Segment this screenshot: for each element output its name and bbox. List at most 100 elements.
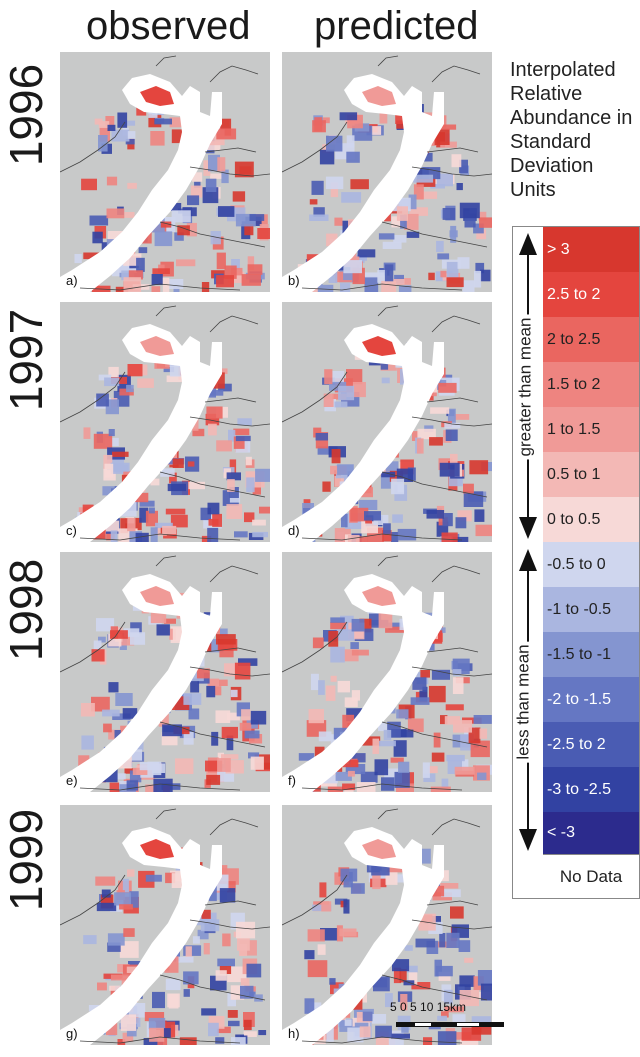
abundance-cell [187, 461, 195, 467]
abundance-cell [439, 462, 460, 477]
abundance-cell [169, 117, 182, 128]
abundance-cell [126, 780, 138, 791]
abundance-cell [101, 520, 120, 532]
abundance-cell [365, 272, 385, 278]
abundance-cell [207, 527, 219, 542]
abundance-cell [343, 260, 362, 274]
abundance-cell [392, 514, 403, 523]
abundance-cell [391, 532, 399, 542]
abundance-cell [240, 985, 254, 999]
abundance-cell [227, 966, 247, 983]
legend-swatch-label: 2 to 2.5 [547, 331, 601, 348]
abundance-cell [130, 632, 146, 645]
abundance-cell [217, 958, 235, 967]
abundance-cell [165, 978, 181, 991]
abundance-cell [112, 451, 129, 457]
scale-segment [396, 1022, 414, 1027]
abundance-cell [415, 938, 436, 948]
abundance-cell [439, 124, 457, 130]
scale-segment [432, 1022, 456, 1027]
abundance-cell [459, 975, 475, 987]
inner-shore-cell [362, 336, 396, 356]
abundance-cell [234, 531, 248, 538]
river-line [79, 283, 241, 291]
abundance-cell [337, 680, 350, 693]
abundance-cell [98, 121, 110, 128]
legend-swatch-label: 0 to 0.5 [547, 511, 601, 528]
abundance-cell [469, 460, 489, 475]
abundance-cell [127, 131, 136, 139]
abundance-cell [359, 499, 378, 510]
abundance-cell [384, 264, 394, 282]
abundance-cell [137, 378, 154, 388]
abundance-cell [398, 761, 410, 773]
inner-shore-cell [362, 86, 396, 106]
abundance-cell [241, 274, 261, 286]
abundance-cell [249, 214, 265, 221]
river-line [79, 533, 241, 541]
abundance-cell [317, 284, 334, 292]
year-label-1997: 1997 [0, 308, 52, 412]
abundance-cell [218, 206, 235, 217]
abundance-cell [450, 225, 457, 243]
abundance-cell [221, 726, 238, 739]
abundance-cell [357, 249, 376, 258]
abundance-cell [340, 868, 358, 882]
abundance-cell [122, 1032, 134, 1042]
abundance-cell [304, 950, 315, 960]
abundance-cell [210, 231, 221, 245]
abundance-cell [229, 487, 239, 498]
abundance-cell [190, 185, 203, 198]
abundance-cell [207, 502, 220, 515]
abundance-cell [129, 770, 142, 783]
abundance-cell [194, 181, 201, 188]
abundance-cell [257, 228, 270, 239]
abundance-cell [154, 527, 167, 536]
abundance-cell [226, 735, 234, 751]
abundance-cell [217, 639, 238, 651]
inner-shore-cell [140, 586, 174, 606]
abundance-cell [342, 783, 356, 791]
abundance-cell [468, 727, 481, 744]
abundance-cell [106, 208, 125, 219]
abundance-cell [183, 945, 202, 956]
abundance-cell [83, 252, 101, 260]
abundance-cell [136, 257, 145, 272]
abundance-cell [109, 985, 121, 991]
abundance-cell [464, 957, 474, 963]
abundance-cell [166, 375, 186, 383]
abundance-cell [128, 270, 143, 280]
abundance-cell [172, 458, 184, 468]
abundance-cell [332, 371, 344, 384]
legend-swatch: 2.5 to 2 [543, 272, 639, 319]
abundance-cell [107, 933, 125, 946]
panel-letter: e) [66, 773, 78, 788]
river-line [189, 416, 270, 427]
abundance-cell [438, 382, 457, 393]
legend-swatch-label: -2 to -1.5 [547, 691, 612, 708]
abundance-cell [346, 135, 355, 148]
abundance-cell [430, 407, 450, 414]
panel-letter: c) [66, 523, 77, 538]
abundance-cell [309, 214, 329, 221]
map-panel-d-1997-predicted: d) [282, 302, 492, 542]
abundance-cell [105, 116, 115, 127]
abundance-cell [350, 883, 365, 894]
abundance-cell [148, 507, 155, 514]
abundance-cell [436, 240, 444, 253]
abundance-cell [342, 714, 355, 731]
abundance-cell [298, 753, 315, 761]
abundance-cell [388, 622, 402, 630]
legend-swatch: -2 to -1.5 [543, 677, 639, 724]
abundance-cell [393, 740, 407, 757]
abundance-cell [119, 635, 135, 646]
map-panel-f-1998-predicted: f) [282, 552, 492, 792]
year-label-1998: 1998 [0, 558, 52, 662]
abundance-cell [453, 536, 469, 542]
legend-swatch: -0.5 to 0 [543, 542, 639, 589]
abundance-cell [217, 157, 226, 172]
abundance-cell [442, 208, 456, 220]
abundance-cell [413, 184, 424, 200]
abundance-cell [233, 436, 245, 449]
abundance-cell [205, 141, 221, 151]
